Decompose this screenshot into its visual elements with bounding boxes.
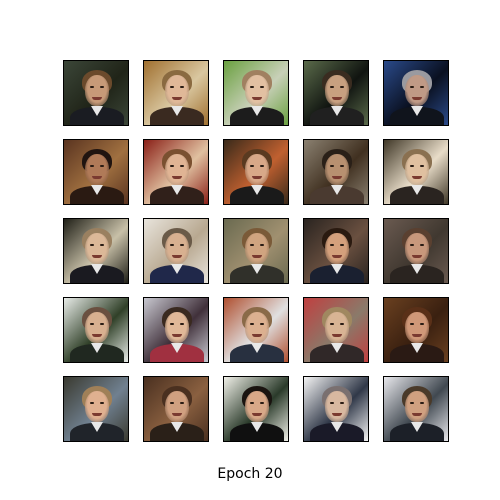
generated-sample-image bbox=[63, 60, 129, 126]
generated-sample-image bbox=[303, 60, 369, 126]
generated-sample-image bbox=[383, 218, 449, 284]
generated-sample-image bbox=[63, 218, 129, 284]
generated-sample-image bbox=[383, 297, 449, 363]
generated-sample-image bbox=[63, 297, 129, 363]
generated-sample-image bbox=[143, 218, 209, 284]
generated-sample-image bbox=[223, 376, 289, 442]
generated-sample-image bbox=[223, 218, 289, 284]
generated-sample-image bbox=[143, 376, 209, 442]
generated-sample-image bbox=[383, 60, 449, 126]
generated-sample-image bbox=[303, 218, 369, 284]
generated-sample-image bbox=[223, 139, 289, 205]
generated-sample-image bbox=[303, 376, 369, 442]
generated-sample-image bbox=[143, 60, 209, 126]
generated-sample-image bbox=[303, 297, 369, 363]
generated-sample-image bbox=[63, 139, 129, 205]
generated-sample-image bbox=[383, 139, 449, 205]
generated-sample-image bbox=[63, 376, 129, 442]
epoch-caption: Epoch 20 bbox=[217, 466, 283, 482]
generated-sample-image bbox=[223, 60, 289, 126]
generated-sample-image bbox=[303, 139, 369, 205]
generated-sample-image bbox=[143, 139, 209, 205]
generated-sample-image bbox=[383, 376, 449, 442]
generated-sample-image bbox=[143, 297, 209, 363]
generated-sample-image bbox=[223, 297, 289, 363]
